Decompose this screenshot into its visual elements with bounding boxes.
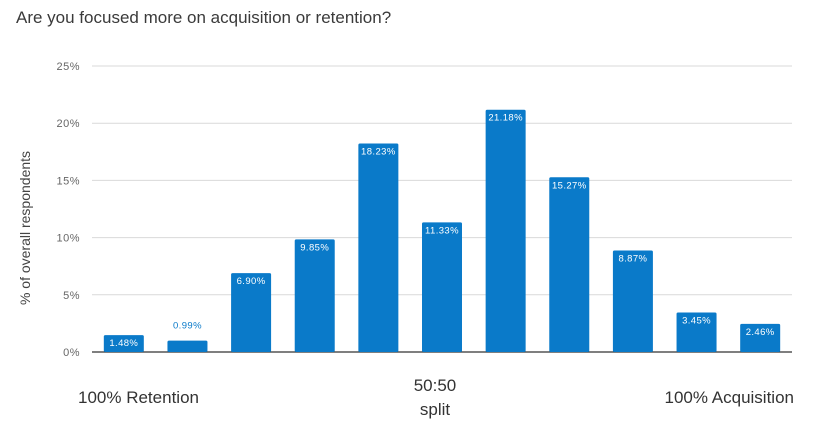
bar xyxy=(740,323,781,352)
y-tick-label: 10% xyxy=(56,233,80,245)
y-tick-label: 0% xyxy=(63,347,80,359)
x-annotation-acquisition: 100% Acquisition xyxy=(664,388,794,407)
bar xyxy=(549,177,590,352)
x-annotation-split-line2: split xyxy=(419,400,451,419)
bar xyxy=(167,340,208,352)
bar xyxy=(231,273,272,352)
x-annotation-split: 50:50 split xyxy=(390,374,480,422)
y-tick-label: 5% xyxy=(63,290,80,302)
bar-data-label: 9.85% xyxy=(300,242,329,253)
y-tick-labels: 0% 5% 10% 15% 20% 25% xyxy=(56,61,80,359)
bar xyxy=(294,239,335,352)
bar-data-label: 3.45% xyxy=(682,316,711,327)
bar-data-label: 8.87% xyxy=(618,254,647,265)
y-tick-label: 15% xyxy=(56,175,80,187)
y-axis-label: % of overall respondents xyxy=(17,151,33,305)
y-tick-label: 25% xyxy=(56,61,80,73)
bar-data-label: 0.99% xyxy=(173,321,202,332)
bar xyxy=(358,143,399,352)
x-annotation-split-line1: 50:50 xyxy=(413,376,457,395)
bar-data-labels: 1.48% 0.99% 6.90% 9.85% 18.23% 11.33% 21.18% 15… xyxy=(109,113,774,349)
bar-data-label: 15.27% xyxy=(552,180,587,191)
bar-data-label: 21.18% xyxy=(488,113,523,124)
bar-data-label: 11.33% xyxy=(425,225,459,236)
bar xyxy=(103,335,144,352)
bar xyxy=(422,222,462,352)
bar-data-label: 1.48% xyxy=(109,338,138,349)
bar-data-label: 2.46% xyxy=(746,327,775,338)
bars xyxy=(103,109,781,352)
bar xyxy=(612,250,653,352)
y-tick-label: 20% xyxy=(56,118,80,130)
bar xyxy=(676,312,717,352)
bar-data-label: 6.90% xyxy=(237,276,266,287)
bar xyxy=(485,109,526,352)
x-annotation-retention: 100% Retention xyxy=(78,388,199,407)
bar-data-label: 18.23% xyxy=(361,146,396,157)
chart-title: Are you focused more on acquisition or r… xyxy=(16,8,392,27)
